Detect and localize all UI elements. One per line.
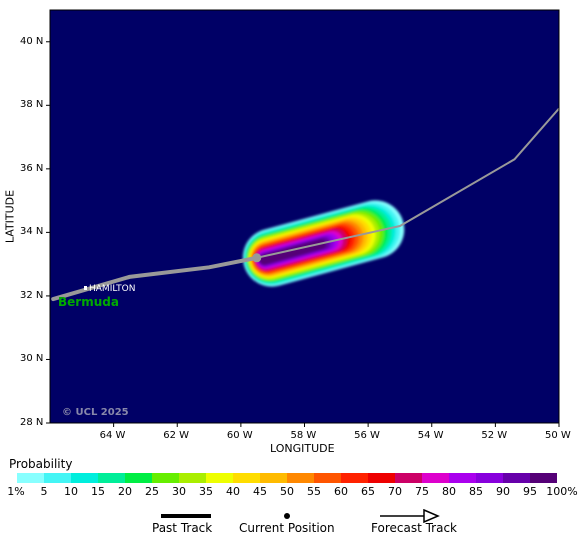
colorbar-swatch <box>125 473 152 483</box>
ocean-area <box>50 10 559 423</box>
map-frame <box>49 9 560 424</box>
colorbar-swatch <box>206 473 233 483</box>
lat-tick-label: 28 N <box>20 417 44 428</box>
colorbar-label: 35 <box>199 485 213 498</box>
probability-colorbar <box>17 473 557 483</box>
colorbar-swatch <box>530 473 557 483</box>
colorbar-swatch <box>395 473 422 483</box>
probability-map: HAMILTON Bermuda © UCL 2025 <box>46 9 560 427</box>
island-label-bermuda: Bermuda <box>58 295 119 309</box>
colorbar-label: 25 <box>145 485 159 498</box>
colorbar-swatch <box>422 473 449 483</box>
colorbar-label: 50 <box>280 485 294 498</box>
colorbar-label: 30 <box>172 485 186 498</box>
colorbar-swatch <box>260 473 287 483</box>
current-position-marker <box>252 253 262 263</box>
lat-tick-label: 34 N <box>20 226 44 238</box>
colorbar-swatch <box>71 473 98 483</box>
axis-ticks <box>46 41 560 427</box>
lat-tick-label: 36 N <box>20 162 44 174</box>
colorbar-label: 90 <box>496 485 510 498</box>
colorbar-label: 85 <box>469 485 483 498</box>
colorbar-label: 5 <box>40 485 48 498</box>
colorbar-swatch <box>233 473 260 483</box>
forecast-track-label: Forecast Track <box>371 521 457 535</box>
colorbar-label: 100% <box>546 485 578 498</box>
lon-tick-label: 52 W <box>481 430 508 441</box>
colorbar-swatch <box>179 473 206 483</box>
colorbar-label: 1% <box>7 485 25 498</box>
colorbar-swatch <box>152 473 179 483</box>
lat-tick-label: 30 N <box>20 353 44 365</box>
colorbar-label: 10 <box>64 485 78 498</box>
latitude-axis-title: LATITUDE <box>3 189 17 244</box>
colorbar-label: 45 <box>253 485 267 498</box>
lat-tick-label: 32 N <box>20 289 44 301</box>
lon-tick-label: 60 W <box>226 430 253 441</box>
hamilton-marker <box>84 286 87 290</box>
current-position-label: Current Position <box>239 521 335 535</box>
colorbar-label: 60 <box>334 485 348 498</box>
colorbar-label: 70 <box>388 485 402 498</box>
track-legend: Past Track Current Position Forecast Tra… <box>0 503 580 543</box>
colorbar-swatch <box>449 473 476 483</box>
lon-tick-label: 58 W <box>290 430 317 441</box>
colorbar-label: 95 <box>523 485 537 498</box>
past-track-legend-line <box>161 514 211 518</box>
colorbar-label: 65 <box>361 485 375 498</box>
lon-tick-label: 64 W <box>99 430 126 441</box>
colorbar-label: 40 <box>226 485 240 498</box>
lon-tick-label: 50 W <box>545 430 571 441</box>
colorbar-swatch <box>287 473 314 483</box>
city-label-hamilton: HAMILTON <box>89 284 135 294</box>
colorbar-label: 20 <box>118 485 132 498</box>
longitude-axis-title: LONGITUDE <box>270 442 335 455</box>
colorbar-label: 75 <box>415 485 429 498</box>
colorbar-swatch <box>314 473 341 483</box>
past-track-label: Past Track <box>152 521 213 535</box>
current-position-legend-dot <box>284 513 290 519</box>
colorbar-swatch <box>368 473 395 483</box>
probability-title: Probability <box>9 457 73 471</box>
lon-tick-label: 62 W <box>163 430 190 441</box>
colorbar-label: 80 <box>442 485 456 498</box>
colorbar-swatch <box>98 473 125 483</box>
colorbar-labels: 1% 5 10 15 20 25 30 35 40 45 50 55 60 65 70 75 80 85 90 95 1… <box>0 485 580 499</box>
colorbar-label: 55 <box>307 485 321 498</box>
copyright-text: © UCL 2025 <box>62 407 129 418</box>
colorbar-swatch <box>476 473 503 483</box>
colorbar-label: 15 <box>91 485 105 498</box>
lon-tick-label: 54 W <box>417 430 444 441</box>
colorbar-swatch <box>503 473 530 483</box>
forecast-track-line <box>256 107 560 259</box>
lon-tick-label: 56 W <box>354 430 380 441</box>
forecast-track-legend-arrow <box>380 509 440 523</box>
past-track-line <box>51 255 259 302</box>
colorbar-swatch <box>17 473 44 483</box>
lat-tick-label: 40 N <box>20 35 44 47</box>
colorbar-swatch <box>341 473 368 483</box>
lat-tick-label: 38 N <box>20 99 44 111</box>
colorbar-swatch <box>44 473 71 483</box>
